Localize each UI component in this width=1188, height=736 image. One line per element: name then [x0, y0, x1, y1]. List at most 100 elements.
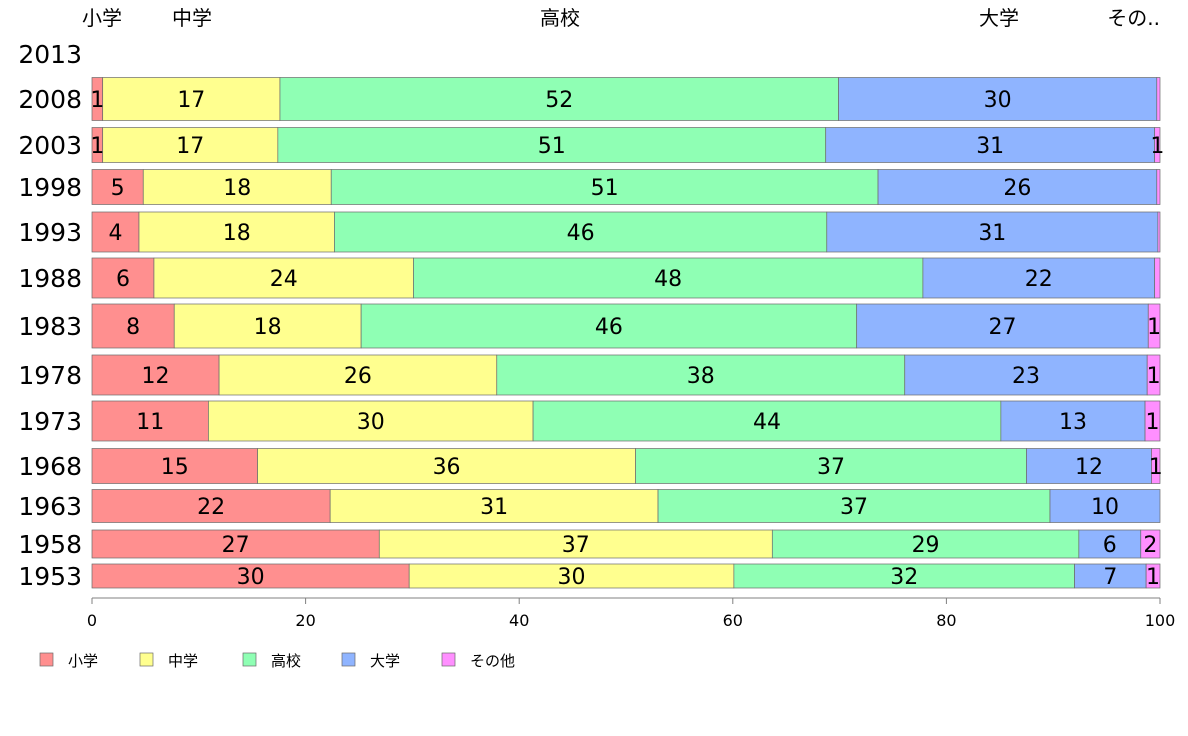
legend-swatch-1: [39, 652, 54, 667]
data-label-1998-s1: 5: [111, 176, 125, 201]
bar-1988-s2: [153, 257, 414, 299]
data-label-1968-s3: 37: [817, 455, 845, 480]
x-tick-label-60: 60: [723, 611, 743, 630]
legend-label-4: 大学: [370, 652, 400, 670]
bar-1963-s1: [91, 489, 331, 523]
data-label-1978-s4: 23: [1012, 364, 1040, 389]
year-label-1963: 1963: [18, 492, 82, 521]
legend-swatch-4: [341, 652, 356, 667]
year-label-1983: 1983: [18, 312, 82, 341]
data-label-1978-s1: 12: [142, 364, 170, 389]
data-label-1953-s1: 30: [237, 565, 265, 590]
bar-1983-s3: [360, 303, 858, 349]
bar-1958-s5: [1140, 529, 1161, 559]
year-label-1973: 1973: [18, 407, 82, 436]
bar-1973-s3: [532, 400, 1002, 442]
bar-1978-s4: [904, 354, 1148, 396]
data-label-1973-s3: 44: [753, 410, 781, 435]
data-label-1998-s4: 26: [1003, 176, 1031, 201]
data-label-1963-s1: 22: [197, 495, 225, 520]
data-label-1983-s5: 1: [1147, 315, 1161, 340]
bar-1978-s2: [218, 354, 498, 396]
bar-1973-s1: [91, 400, 209, 442]
data-label-1973-s2: 30: [357, 410, 385, 435]
bar-1963-s4: [1049, 489, 1161, 523]
data-label-2008-s2: 17: [177, 88, 205, 113]
data-label-1958-s3: 29: [912, 533, 940, 558]
header-label-4: 大学: [979, 6, 1019, 30]
year-label-1978: 1978: [18, 361, 82, 390]
legend-swatch-2: [139, 652, 154, 667]
data-label-1998-s3: 51: [591, 176, 619, 201]
year-label-1958: 1958: [18, 530, 82, 559]
bar-1953-s1: [91, 563, 410, 589]
data-label-2003-s3: 51: [538, 134, 566, 159]
year-label-1993: 1993: [18, 218, 82, 247]
legend-label-5: その他: [470, 652, 515, 670]
year-axis-labels: 2013 2008 2003 1998 1993 1988 1983 1978 1973 1968…: [18, 40, 82, 591]
bar-1983-s2: [173, 303, 362, 349]
bar-1973-s5: [1144, 400, 1161, 442]
x-axis: 0 20 40 60 80 100: [87, 597, 1176, 630]
data-label-1953-s4: 7: [1103, 565, 1117, 590]
bar-1988-s1: [91, 257, 155, 299]
year-label-1968: 1968: [18, 452, 82, 481]
data-label-1993-s3: 46: [567, 221, 595, 246]
bar-1993-s3: [334, 211, 828, 253]
data-label-1983-s3: 46: [595, 315, 623, 340]
data-label-1978-s2: 26: [344, 364, 372, 389]
bar-1953-s5: [1145, 563, 1161, 589]
bar-2003-s3: [277, 127, 827, 163]
data-label-1998-s2: 18: [223, 176, 251, 201]
bar-1968-s4: [1026, 448, 1152, 484]
bar-1958-s1: [91, 529, 380, 559]
bar-2003-s2: [102, 127, 279, 163]
bar-1988-s4: [922, 257, 1156, 299]
legend-label-2: 中学: [168, 652, 198, 670]
bar-1968-s5: [1151, 448, 1161, 484]
bar-1988-s5: [1154, 257, 1161, 299]
data-label-1973-s1: 11: [136, 410, 164, 435]
bar-1998-s3: [330, 169, 879, 205]
data-label-1958-s2: 37: [562, 533, 590, 558]
bar-2003-s4: [825, 127, 1156, 163]
data-label-1953-s2: 30: [558, 565, 586, 590]
bar-1978-s3: [496, 354, 906, 396]
year-label-1988: 1988: [18, 264, 82, 293]
data-label-2008-s4: 30: [984, 88, 1012, 113]
bar-1983-s1: [91, 303, 175, 349]
bar-1988-s3: [413, 257, 924, 299]
data-label-1973-s4: 13: [1059, 410, 1087, 435]
x-tick-label-20: 20: [295, 611, 315, 630]
data-label-1983-s1: 8: [126, 315, 140, 340]
bar-1998-s1: [91, 169, 144, 205]
bar-1958-s2: [378, 529, 773, 559]
x-tick-label-40: 40: [509, 611, 529, 630]
data-label-1963-s4: 10: [1091, 495, 1119, 520]
data-label-1958-s4: 6: [1103, 533, 1117, 558]
data-label-1983-s2: 18: [254, 315, 282, 340]
header-label-2: 中学: [172, 6, 212, 30]
data-label-1968-s4: 12: [1075, 455, 1103, 480]
data-label-1963-s3: 37: [840, 495, 868, 520]
bar-1983-s4: [856, 303, 1149, 349]
header-label-1: 小学: [82, 6, 122, 30]
legend: 小学 中学 高校 大学 その他: [39, 652, 515, 670]
legend-label-3: 高校: [271, 652, 301, 670]
x-tick-label-100: 100: [1145, 611, 1176, 630]
data-label-1958-s5: 2: [1143, 533, 1157, 558]
bar-1998-s4: [877, 169, 1158, 205]
data-label-1988-s1: 6: [116, 267, 130, 292]
data-label-1988-s2: 24: [270, 267, 298, 292]
data-label-1958-s1: 27: [222, 533, 250, 558]
data-label-1953-s3: 32: [890, 565, 918, 590]
bar-1953-s4: [1074, 563, 1147, 589]
legend-swatch-3: [242, 652, 257, 667]
bar-2008-s5: [1156, 77, 1161, 121]
legend-label-1: 小学: [68, 652, 98, 670]
data-label-1988-s3: 48: [654, 267, 682, 292]
data-label-1973-s5: 1: [1146, 410, 1160, 435]
bar-1973-s4: [1000, 400, 1146, 442]
data-label-1983-s4: 27: [988, 315, 1016, 340]
year-label-2013: 2013: [18, 40, 82, 69]
